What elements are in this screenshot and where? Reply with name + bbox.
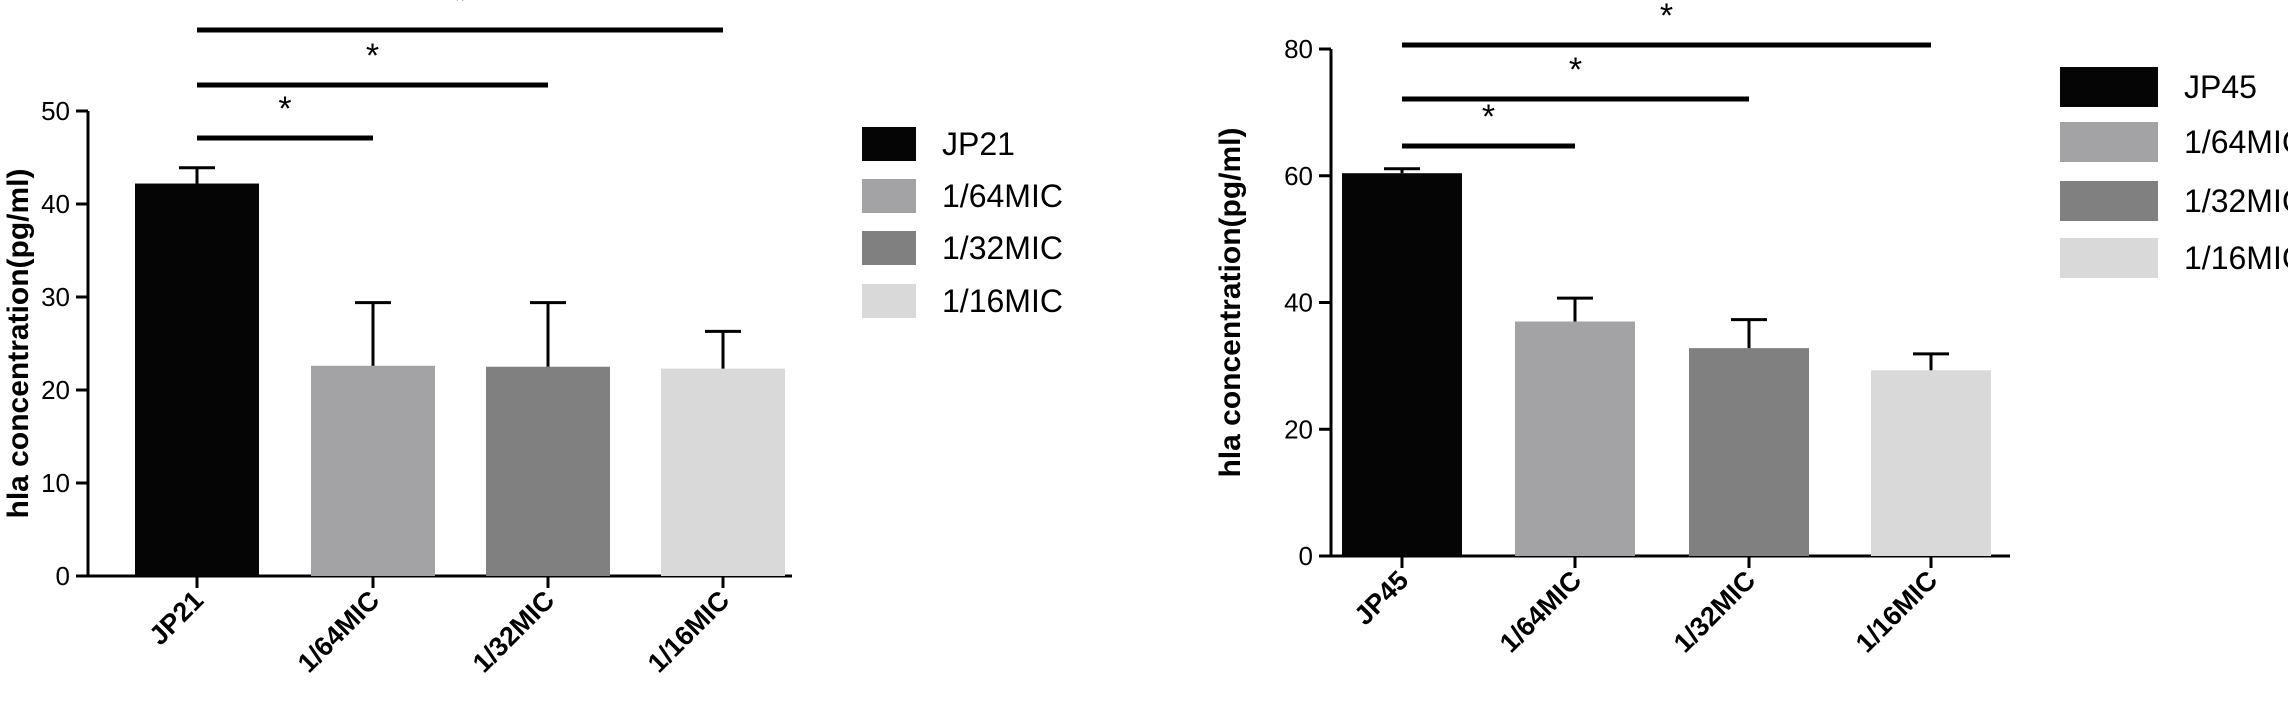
y-axis-title: hla concentration(pg/ml): [2, 168, 35, 518]
legend-label: 1/16MIC: [2184, 240, 2288, 276]
significance-star: *: [1482, 98, 1495, 136]
y-tick-label: 30: [41, 282, 70, 312]
y-tick-label: 20: [1284, 414, 1313, 444]
legend-swatch: [2060, 122, 2158, 162]
bar-1-16mic: [1871, 370, 1991, 556]
significance-star: *: [278, 90, 291, 128]
y-tick-label: 40: [1284, 288, 1313, 318]
bar-1-64mic: [1515, 321, 1635, 556]
chart-1: 0 10 20 30 40 50 hla concentration(pg/ml) JP21 1…: [2, 0, 1063, 678]
x-tick-label: JP45: [1348, 565, 1414, 631]
y-tick-label: 60: [1284, 161, 1313, 191]
y-tick-label: 40: [41, 189, 70, 219]
legend-swatch: [2060, 67, 2158, 107]
legend-label: 1/64MIC: [942, 178, 1063, 214]
legend-swatch: [2060, 238, 2158, 278]
y-tick-label: 50: [41, 96, 70, 126]
legend-swatch: [862, 127, 916, 161]
bar-jp21: [135, 183, 259, 577]
legend-swatch: [862, 231, 916, 265]
legend-label: 1/64MIC: [2184, 124, 2288, 160]
y-tick-label: 0: [1299, 541, 1313, 571]
significance-star: *: [453, 0, 466, 20]
legend-label: JP45: [2184, 69, 2257, 105]
x-tick-label: 1/16MIC: [1850, 565, 1943, 658]
bar-1-16mic: [661, 368, 785, 576]
x-tick-label: 1/32MIC: [467, 585, 560, 678]
bar-1-32mic: [486, 366, 610, 576]
x-tick-label: JP21: [143, 585, 209, 651]
legend-label: 1/16MIC: [942, 283, 1063, 319]
chart-2: 0 20 40 60 80 hla concentration(pg/ml) JP45 1/6…: [1214, 0, 2288, 658]
bar-jp45: [1342, 173, 1462, 556]
significance-star: *: [366, 37, 379, 75]
legend-swatch: [862, 284, 916, 318]
legend-swatch: [862, 179, 916, 213]
bar-1-64mic: [311, 365, 435, 576]
y-tick-label: 20: [41, 375, 70, 405]
y-tick-label: 10: [41, 468, 70, 498]
x-tick-label: 1/16MIC: [642, 585, 735, 678]
legend-label: 1/32MIC: [942, 230, 1063, 266]
bar-1-32mic: [1689, 348, 1809, 556]
significance-star: *: [1569, 51, 1582, 89]
x-tick-label: 1/64MIC: [292, 585, 385, 678]
legend-label: JP21: [942, 126, 1015, 162]
legend-label: 1/32MIC: [2184, 183, 2288, 219]
y-tick-label: 0: [56, 561, 70, 591]
y-tick-label: 80: [1284, 34, 1313, 64]
y-axis-title: hla concentration(pg/ml): [1214, 127, 1247, 477]
significance-star: *: [1660, 0, 1673, 35]
x-tick-label: 1/64MIC: [1494, 565, 1587, 658]
legend-swatch: [2060, 181, 2158, 221]
x-tick-label: 1/32MIC: [1668, 565, 1761, 658]
